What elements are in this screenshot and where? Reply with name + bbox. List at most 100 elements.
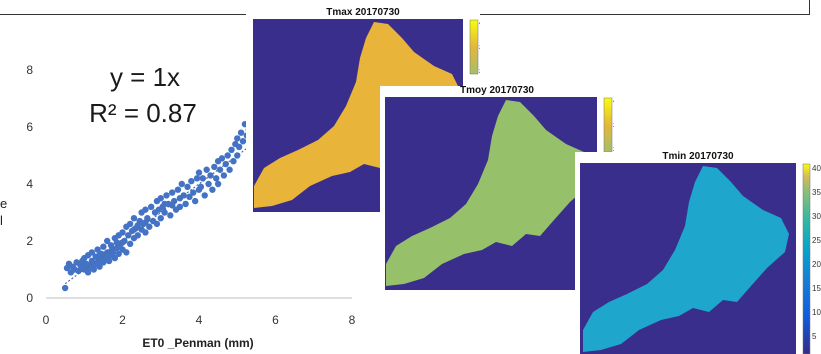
scatter-point [157, 215, 164, 222]
colorbar-tick-label: 30 [812, 212, 821, 221]
scatter-point [193, 175, 201, 182]
scatter-point [169, 202, 176, 209]
region-shape [254, 22, 460, 208]
scatter-point [237, 129, 245, 136]
stray-text-e: e [0, 196, 8, 211]
scatter-point [186, 193, 193, 201]
scatter-point [216, 166, 224, 173]
scatter-point [184, 183, 191, 191]
scatter-point [61, 284, 69, 292]
colorbar-ticks: 40 35 30 25 20 15 10 5 [812, 164, 821, 341]
scatter-point [201, 192, 208, 199]
scatter-point [205, 180, 212, 188]
scatter-point [119, 229, 126, 236]
scatter-point [167, 212, 174, 219]
scatter-point [188, 177, 195, 185]
region-shape [386, 100, 592, 286]
colorbar-tick-label: 35 [613, 123, 614, 129]
scatter-point [142, 229, 149, 236]
scatter-point [111, 254, 119, 262]
stray-text-l: l [0, 213, 3, 228]
scatter-point [213, 175, 220, 182]
scatter-point [88, 249, 96, 256]
y-tick-labels: 0 2 4 6 8 [26, 63, 33, 305]
colorbar-tick-label: 35 [479, 45, 480, 51]
scatter-point [130, 215, 138, 222]
scatter-point [134, 232, 141, 239]
map-title-tmin: Tmin 20170730 [662, 151, 734, 162]
scatter-point [125, 232, 132, 239]
colorbar-tick-label: 10 [812, 308, 821, 317]
map-title-tmoy: Tmoy 20170730 [460, 85, 534, 96]
scatter-point [107, 247, 115, 255]
scatter-point [146, 223, 153, 230]
scatter-point [218, 155, 226, 162]
x-tick-labels: 0 2 4 6 8 [43, 313, 356, 327]
scatter-point [197, 183, 205, 191]
scatter-point [126, 220, 134, 228]
r-squared-label: R² = 0.87 [89, 98, 197, 128]
scatter-point [100, 243, 107, 250]
x-tick-label: 0 [43, 313, 50, 327]
scatter-point [178, 180, 185, 188]
scatter-point [176, 203, 184, 210]
colorbar-tick-label: 20 [812, 260, 821, 269]
scatter-point [104, 237, 111, 245]
colorbar-tick-label: 40 [479, 21, 480, 27]
scatter-point [123, 249, 130, 256]
scatter-points [61, 120, 252, 292]
colorbar-tick-label: 30 [479, 69, 480, 75]
scatter-point [235, 143, 243, 151]
colorbar-ticks: 40 35 30 [613, 99, 614, 153]
x-tick-label: 2 [119, 313, 126, 327]
colorbar-tick-label: 15 [812, 284, 821, 293]
scatter-point [157, 195, 164, 202]
scatter-point [134, 222, 141, 229]
x-axis-label: ET0 _Penman (mm) [142, 336, 253, 350]
scatter-point [182, 200, 189, 208]
colorbar-tick-label: 25 [812, 236, 821, 245]
colorbar-tick-label: 35 [812, 188, 821, 197]
colorbar [603, 97, 613, 153]
map-tmin-svg: 40 35 30 25 20 15 10 5 [580, 163, 821, 354]
scatter-point [214, 180, 222, 188]
scatter-point [142, 219, 149, 226]
trendline [64, 143, 253, 285]
y-tick-label: 2 [26, 234, 33, 248]
scatter-point [226, 166, 233, 173]
scatter-point [209, 186, 216, 193]
y-tick-label: 8 [26, 63, 33, 77]
scatter-point [203, 166, 210, 173]
x-tick-label: 6 [272, 313, 279, 327]
colorbar-tick-label: 40 [613, 99, 614, 105]
scatter-point [195, 169, 203, 176]
scatter-point [96, 252, 103, 259]
scatter-point [234, 135, 241, 142]
scatter-point [163, 192, 170, 199]
scatter-point [174, 186, 182, 193]
scatter-point [153, 220, 161, 228]
scatter-point [142, 206, 149, 213]
colorbar [802, 163, 811, 354]
trend-equation: y = 1x [109, 62, 181, 92]
scatter-point [239, 138, 247, 145]
y-tick-label: 4 [26, 177, 33, 191]
scatter-point [115, 250, 122, 258]
scatter-point [104, 253, 111, 260]
colorbar-tick-label: 5 [812, 332, 817, 341]
colorbar [469, 19, 479, 75]
scatter-point [161, 200, 168, 208]
map-panel-tmin: Tmin 20170730 40 35 30 25 20 15 10 5 [575, 151, 821, 354]
x-tick-label: 8 [349, 313, 356, 327]
colorbar-tick-label: 30 [613, 147, 614, 153]
scatter-point [147, 203, 155, 210]
map-title-tmax: Tmax 20170730 [326, 7, 400, 18]
colorbar-ticks: 40 35 30 [479, 21, 480, 75]
scatter-point [211, 163, 218, 171]
y-tick-label: 6 [26, 120, 33, 134]
scatter-point [224, 152, 231, 159]
map-panel-tmoy: Tmoy 20170730 40 35 30 [380, 85, 614, 292]
scatter-point [230, 158, 237, 165]
colorbar-tick-label: 40 [812, 164, 821, 173]
